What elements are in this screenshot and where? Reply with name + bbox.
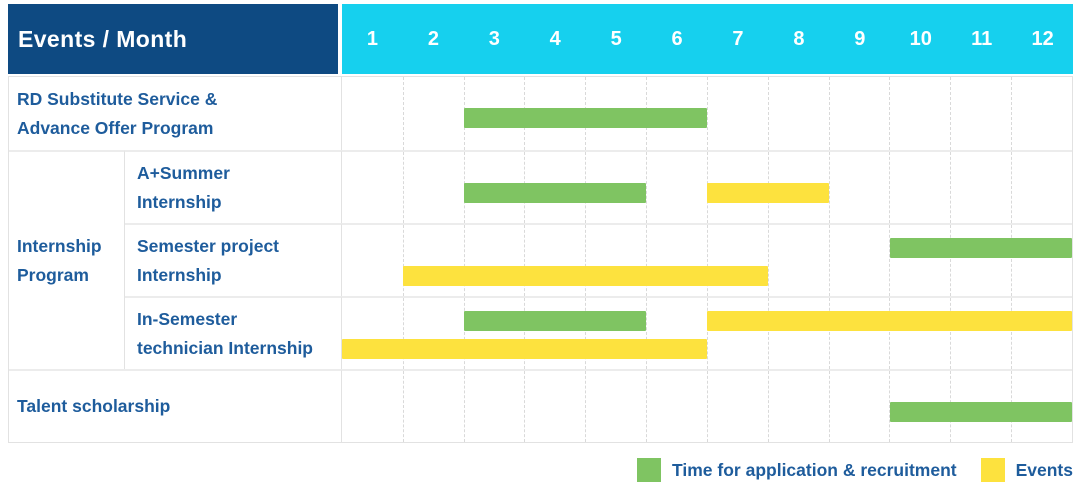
legend-label: Events <box>1015 459 1073 480</box>
gantt-bar-green <box>463 183 647 203</box>
month-gridline-cell <box>890 152 952 223</box>
month-gridline-cell <box>707 77 769 150</box>
month-gridline-cell <box>829 225 891 296</box>
gantt-bar-green <box>889 402 1072 422</box>
month-header-cell: 4 <box>549 27 561 50</box>
month-gridline-cell <box>525 371 587 442</box>
gantt-bar-yellow <box>707 311 1072 331</box>
month-header-cell: 8 <box>793 27 805 50</box>
table-header-row: Events / Month 1 2 3 4 5 6 7 8 9 10 11 12 <box>8 4 1073 74</box>
row-label-talent-scholarship: Talent scholarship <box>9 369 342 442</box>
month-gridline-cell <box>585 298 648 369</box>
table-title: Events / Month <box>18 25 188 52</box>
month-header-cell: 9 <box>854 27 866 50</box>
gantt-bar-yellow <box>402 266 768 286</box>
month-gridline-cell <box>829 152 891 223</box>
month-header-cell: 5 <box>610 27 622 50</box>
month-gridline-cell <box>829 77 891 150</box>
month-gridline-cell <box>403 77 465 150</box>
month-gridline-cell <box>768 77 830 150</box>
month-gridline-cell <box>1011 225 1072 296</box>
month-header-cell: 10 <box>909 27 932 50</box>
month-gridline-cell <box>950 77 1013 150</box>
table-corner-header: Events / Month <box>8 4 338 74</box>
month-gridline-cell <box>1011 152 1072 223</box>
legend-label: Time for application & recruitment <box>672 459 957 480</box>
month-header-cell: 11 <box>971 27 993 50</box>
legend-item-events: Events <box>980 458 1073 482</box>
month-gridline-cell <box>768 298 830 369</box>
month-gridline-cell <box>646 152 708 223</box>
month-header: 1 2 3 4 5 6 7 8 9 10 11 12 <box>342 4 1073 74</box>
month-header-cell: 6 <box>671 27 683 50</box>
month-gridline-cell <box>342 152 404 223</box>
events-month-table: Events / Month 1 2 3 4 5 6 7 8 9 10 11 12 RD Substi… <box>8 4 1073 443</box>
month-header-cell: 12 <box>1031 27 1054 50</box>
month-gridline-cell <box>464 225 526 296</box>
month-gridline-cell <box>1011 298 1072 369</box>
legend: Time for application & recruitment Event… <box>637 458 1073 482</box>
table-body: RD Substitute Service & Advance Offer Pr… <box>8 76 1073 443</box>
gantt-bar-green <box>889 238 1072 258</box>
month-gridline-cell <box>342 77 404 150</box>
month-header-cell: 3 <box>488 27 500 50</box>
month-gridline-cell <box>342 225 404 296</box>
month-gridline-cell <box>646 225 708 296</box>
month-header-cell: 2 <box>427 27 439 50</box>
month-gridline-cell <box>768 152 830 223</box>
green-swatch-icon <box>637 458 662 482</box>
month-gridline-cell <box>464 298 526 369</box>
timeline-row-rd-substitute <box>342 77 1072 150</box>
month-gridline-cell <box>768 225 830 296</box>
month-gridline-cell <box>950 225 1013 296</box>
month-gridline-cell <box>585 225 648 296</box>
month-gridline-cell <box>342 298 404 369</box>
gantt-bar-yellow <box>342 339 707 359</box>
month-gridline-cell <box>707 371 769 442</box>
month-gridline-cell <box>950 152 1013 223</box>
timeline-row-talent-scholarship <box>342 369 1072 442</box>
yellow-swatch-icon <box>980 458 1005 482</box>
row-label-in-semester-technician: In-Semester technician Internship <box>125 296 342 369</box>
month-header-cell: 7 <box>732 27 744 50</box>
month-gridline-cell <box>585 371 648 442</box>
month-gridline-cell <box>403 225 465 296</box>
gantt-bar-green <box>463 311 647 331</box>
month-gridline-cell <box>890 298 952 369</box>
month-gridline-cell <box>829 298 891 369</box>
month-gridline-cell <box>707 225 769 296</box>
month-gridline-cell <box>525 225 587 296</box>
month-gridline-cell <box>707 298 769 369</box>
month-gridline-cell <box>464 371 526 442</box>
month-gridline-cell <box>342 371 404 442</box>
month-gridline-cell <box>768 371 830 442</box>
group-label-internship-program: Internship Program <box>9 150 125 369</box>
month-gridline-cell <box>585 152 648 223</box>
row-label-a-plus-summer: A+Summer Internship <box>125 150 342 223</box>
timeline-row-in-semester-technician <box>342 296 1072 369</box>
month-header-cell: 1 <box>366 27 379 50</box>
row-label-rd-substitute: RD Substitute Service & Advance Offer Pr… <box>9 77 342 150</box>
month-gridline-cell <box>646 298 708 369</box>
month-gridline-cell <box>403 152 465 223</box>
month-gridline-cell <box>1011 77 1072 150</box>
legend-item-application-recruitment: Time for application & recruitment <box>637 458 957 482</box>
gantt-bar-yellow <box>707 183 829 203</box>
gantt-bar-green <box>463 108 707 128</box>
month-gridline-cell <box>890 225 952 296</box>
month-gridline-cell <box>829 371 891 442</box>
month-gridline-cell <box>403 298 465 369</box>
month-gridline-cell <box>646 371 708 442</box>
month-gridline-cell <box>646 77 708 150</box>
month-gridline-cell <box>525 298 587 369</box>
month-gridline-cell <box>950 298 1013 369</box>
row-label-semester-project: Semester project Internship <box>125 223 342 296</box>
timeline-row-a-plus-summer <box>342 150 1072 223</box>
month-gridline-cell <box>403 371 465 442</box>
month-gridline-cell <box>890 77 952 150</box>
timeline-row-semester-project <box>342 223 1072 296</box>
